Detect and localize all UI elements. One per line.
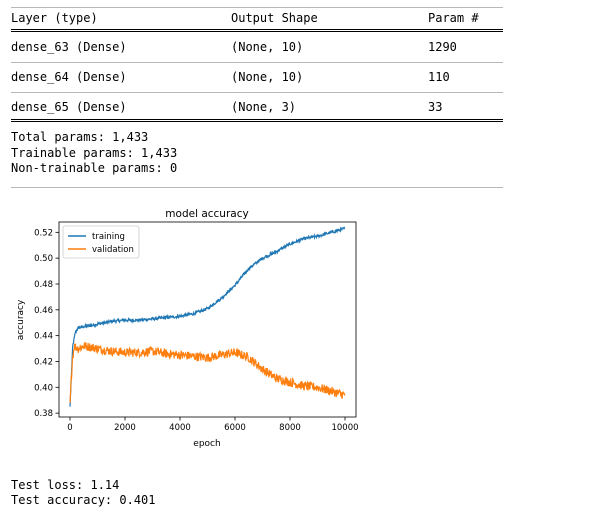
summary-top-rule: [11, 7, 503, 8]
x-tick-label: 0: [67, 423, 72, 433]
y-axis-label: accuracy: [16, 299, 26, 340]
axes: 0 2000 4000 6000 8000 10000 0.38 0.40 0.42 0.44 0.…: [34, 221, 359, 433]
y-tick-label: 0.42: [34, 357, 53, 367]
series-line-training: [69, 226, 346, 407]
test-loss: Test loss: 1.14: [11, 478, 120, 492]
param-count: 33: [428, 100, 443, 114]
param-count: 110: [428, 70, 450, 84]
y-tick-label: 0.38: [34, 409, 53, 419]
output-shape: (None, 3): [231, 100, 297, 114]
x-tick-label: 4000: [169, 423, 191, 433]
y-tick-label: 0.48: [34, 280, 53, 290]
legend-label: training: [92, 232, 125, 242]
col-header-layer: Layer (type): [11, 11, 98, 25]
row-divider: [11, 92, 503, 93]
totals-separator: [11, 119, 503, 122]
x-tick-label: 6000: [224, 423, 246, 433]
accuracy-chart: model accuracy 0 2000 4000 6000 8000 10000 0.3…: [16, 208, 359, 449]
layer-name: dense_65 (Dense): [11, 100, 127, 114]
y-tick-label: 0.40: [34, 383, 53, 393]
output-shape: (None, 10): [231, 40, 304, 54]
legend-box: [62, 225, 140, 259]
layer-name: dense_64 (Dense): [11, 70, 127, 84]
param-count: 1290: [428, 40, 457, 54]
test-accuracy: Test accuracy: 0.401: [11, 493, 156, 507]
trainable-params: Trainable params: 1,433: [11, 146, 178, 160]
y-tick-label: 0.46: [34, 306, 53, 316]
output-shape: (None, 10): [231, 70, 304, 84]
summary-bottom-rule: [11, 187, 503, 188]
x-tick-label: 2000: [114, 423, 136, 433]
x-tick-label: 10000: [331, 423, 358, 433]
non-trainable-params: Non-trainable params: 0: [11, 161, 178, 175]
col-header-output-shape: Output Shape: [231, 11, 318, 25]
series-line-validation: [69, 342, 346, 403]
y-tick-label: 0.52: [34, 228, 53, 238]
chart-title: model accuracy: [165, 208, 248, 220]
header-separator: [11, 29, 503, 32]
plot-frame: [58, 221, 357, 418]
total-params: Total params: 1,433: [11, 130, 149, 144]
plot-area: [69, 226, 346, 407]
x-axis-label: epoch: [193, 439, 220, 449]
legend-label: validation: [92, 245, 134, 255]
layer-name: dense_63 (Dense): [11, 40, 127, 54]
y-tick-label: 0.50: [34, 254, 53, 264]
row-divider: [11, 62, 503, 63]
x-tick-label: 8000: [279, 423, 301, 433]
chart-legend: training validation: [62, 225, 140, 259]
y-tick-label: 0.44: [34, 332, 53, 342]
col-header-param-count: Param #: [428, 11, 479, 25]
